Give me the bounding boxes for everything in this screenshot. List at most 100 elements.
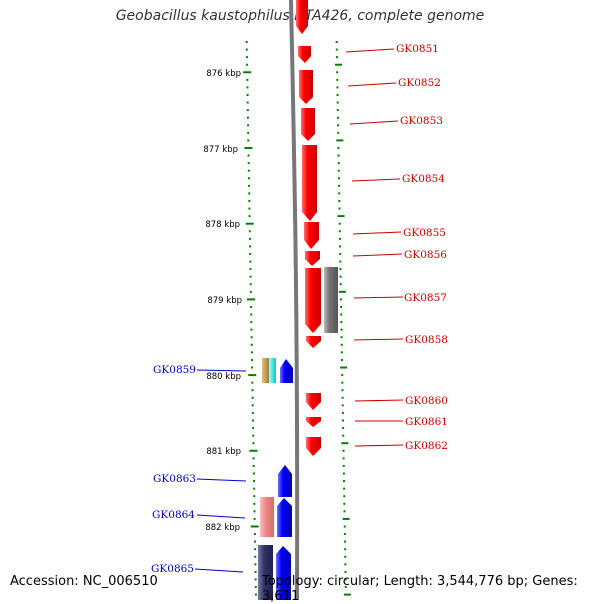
outer-minor-tick	[339, 245, 342, 248]
outer-minor-tick	[335, 41, 338, 43]
outer-minor-tick	[340, 321, 343, 324]
gene-label-gk0854[interactable]: GK0854	[402, 173, 445, 185]
gene-label-gk0860[interactable]: GK0860	[405, 395, 448, 407]
outer-minor-tick	[337, 177, 340, 180]
ruler-minor-tick	[246, 78, 249, 81]
gene-gk0856-arrow	[305, 251, 320, 266]
gene-label-gk0864[interactable]: GK0864	[152, 509, 195, 521]
ruler-major-tick	[246, 298, 255, 301]
gene-label-gk0859[interactable]: GK0859	[153, 364, 196, 376]
ruler-minor-tick	[248, 199, 251, 202]
outer-minor-tick	[344, 578, 347, 581]
gene-label-gk0861[interactable]: GK0861	[405, 416, 448, 428]
outer-minor-tick	[336, 101, 339, 104]
ruler-minor-tick	[250, 351, 253, 354]
ruler-minor-tick	[249, 268, 252, 271]
ruler-minor-tick	[254, 540, 257, 543]
leader-gk0859	[196, 369, 247, 372]
gene-gk0859-cyan-block	[269, 358, 276, 383]
outer-minor-tick	[341, 404, 344, 407]
outer-major-tick	[341, 442, 349, 445]
outer-minor-tick	[344, 570, 347, 573]
outer-minor-tick	[338, 230, 341, 233]
ruler-minor-tick	[246, 86, 249, 89]
gene-label-gk0855[interactable]: GK0855	[403, 227, 446, 239]
ruler-minor-tick	[246, 101, 249, 104]
leader-gk0855	[352, 231, 402, 235]
outer-minor-tick	[336, 116, 339, 119]
ruler-minor-tick	[250, 328, 253, 331]
outer-minor-tick	[341, 419, 344, 422]
gene-label-gk0853[interactable]: GK0853	[400, 115, 443, 127]
outer-minor-tick	[343, 533, 346, 536]
ruler-minor-tick	[247, 139, 250, 142]
ruler-minor-tick	[248, 215, 251, 218]
ruler-minor-tick	[254, 578, 257, 581]
ruler-minor-tick	[251, 411, 254, 414]
gene-gk0864-arrow	[277, 498, 292, 537]
ruler-label-877: 877 kbp	[203, 145, 238, 155]
ruler-minor-tick	[254, 563, 257, 566]
gene-label-gk0863[interactable]: GK0863	[153, 473, 196, 485]
ruler-minor-tick	[253, 517, 256, 520]
outer-minor-tick	[338, 199, 341, 202]
outer-minor-tick	[343, 495, 346, 498]
gene-label-gk0865[interactable]: GK0865	[151, 563, 194, 575]
ruler-minor-tick	[253, 495, 256, 498]
gene-gk0862-arrow	[306, 437, 321, 456]
ruler-minor-tick	[249, 275, 252, 278]
ruler-minor-tick	[247, 177, 250, 180]
genome-backbone	[289, 0, 300, 600]
outer-minor-tick	[339, 268, 342, 271]
gene-gk0857-arrow	[305, 268, 321, 333]
ruler-major-tick	[244, 146, 253, 149]
gene-label-gk0856[interactable]: GK0856	[404, 249, 447, 261]
gene-label-gk0862[interactable]: GK0862	[405, 440, 448, 452]
leader-gk0862	[354, 444, 404, 447]
outer-minor-tick	[337, 146, 340, 149]
gene-label-gk0858[interactable]: GK0858	[405, 334, 448, 346]
ruler-minor-tick	[253, 510, 256, 513]
ruler-minor-tick	[249, 245, 252, 248]
outer-minor-tick	[341, 389, 344, 392]
ruler-minor-tick	[249, 283, 252, 286]
outer-minor-tick	[337, 162, 340, 165]
gene-label-gk0851[interactable]: GK0851	[396, 43, 439, 55]
gene-label-gk0852[interactable]: GK0852	[398, 77, 441, 89]
outer-ticks	[335, 41, 351, 596]
leader-gk0853	[349, 120, 399, 125]
outer-minor-tick	[342, 449, 345, 452]
outer-major-tick	[335, 63, 343, 66]
outer-minor-tick	[341, 411, 344, 414]
outer-major-tick	[337, 215, 345, 218]
ruler-minor-tick	[254, 593, 257, 596]
ruler-minor-tick	[254, 555, 257, 558]
ruler-minor-tick	[253, 480, 256, 483]
ruler-minor-tick	[247, 124, 250, 127]
ruler-minor-tick	[253, 502, 256, 505]
outer-minor-tick	[340, 351, 343, 354]
ruler-minor-tick	[246, 109, 249, 112]
outer-minor-tick	[337, 124, 340, 127]
gene-label-gk0857[interactable]: GK0857	[404, 292, 447, 304]
ruler-minor-tick	[250, 305, 253, 308]
ruler-minor-tick	[252, 464, 255, 467]
outer-minor-tick	[343, 510, 346, 513]
outer-major-tick	[340, 366, 348, 369]
outer-minor-tick	[337, 154, 340, 157]
outer-minor-tick	[338, 222, 341, 225]
gene-gk0859-olive-block	[262, 358, 269, 383]
outer-minor-tick	[342, 457, 345, 460]
ruler-minor-tick	[248, 192, 251, 195]
ruler-minor-tick	[245, 48, 248, 51]
ruler-minor-tick	[248, 184, 251, 187]
outer-minor-tick	[343, 525, 346, 528]
leader-gk0860	[354, 399, 404, 402]
outer-minor-tick	[339, 298, 342, 301]
gene-gk0855-arrow	[304, 222, 319, 249]
ruler-minor-tick	[247, 131, 250, 134]
leader-gk0865	[194, 568, 244, 573]
outer-minor-tick	[336, 109, 339, 112]
ruler-minor-tick	[254, 586, 257, 589]
